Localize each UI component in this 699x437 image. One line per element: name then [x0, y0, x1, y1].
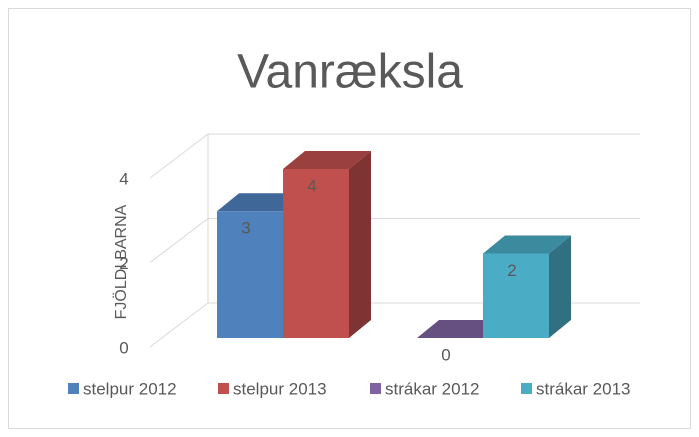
legend-swatch [521, 383, 532, 394]
legend-label: strákar 2012 [385, 379, 480, 398]
y-axis-label: FJÖLDI BARNA [112, 204, 130, 319]
data-label: 3 [241, 219, 250, 238]
data-label: 0 [441, 345, 450, 364]
data-label: 4 [307, 176, 316, 195]
bar-front [483, 253, 549, 338]
legend-label: strákar 2013 [536, 379, 631, 398]
legend-label: stelpur 2012 [83, 379, 177, 398]
legend-swatch [218, 383, 229, 394]
y-tick-label: 4 [119, 169, 128, 188]
legend-swatch [370, 383, 381, 394]
bar-top [283, 151, 371, 169]
bar-top [483, 235, 571, 254]
bar-side [549, 235, 571, 338]
data-label: 2 [507, 261, 516, 280]
bar-front [283, 169, 349, 338]
y-tick-label: 0 [119, 338, 128, 357]
bar [483, 235, 571, 338]
bar [283, 151, 371, 338]
bar-front [217, 211, 283, 338]
bar-side [349, 151, 371, 338]
legend-label: stelpur 2013 [233, 379, 327, 398]
chart-title: Vanræksla [237, 46, 463, 99]
legend-swatch [68, 383, 79, 394]
y-tick-label: 2 [119, 254, 128, 273]
